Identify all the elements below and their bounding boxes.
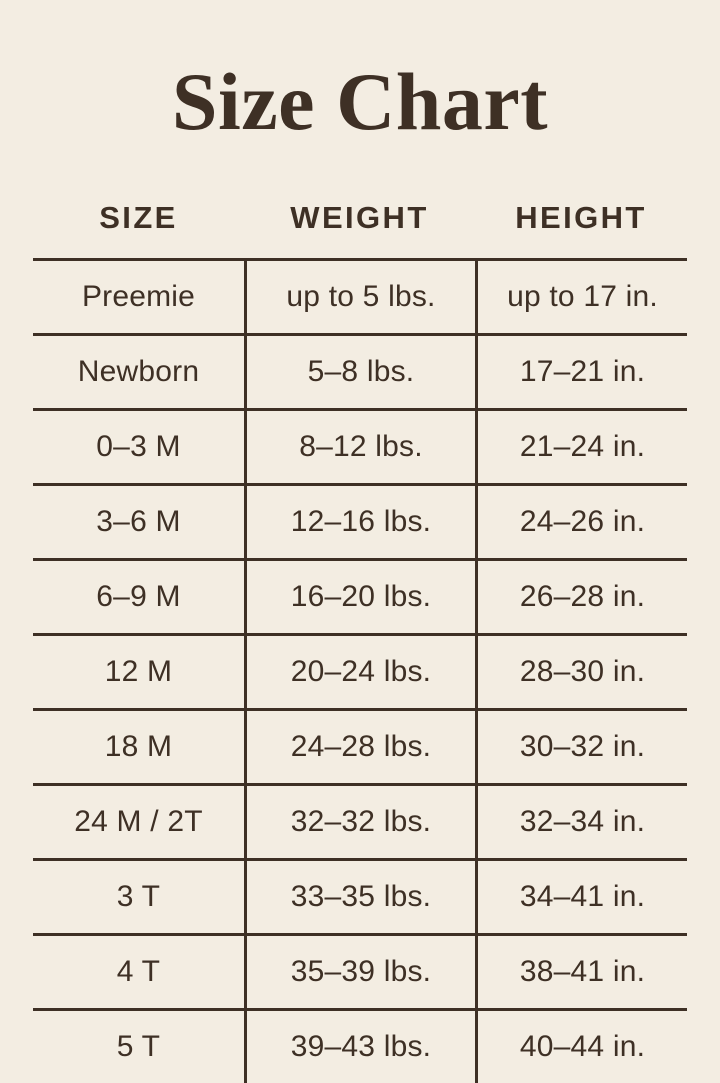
cell-height: up to 17 in.	[475, 261, 687, 333]
cell-size: 0–3 M	[96, 430, 181, 463]
column-divider-1	[244, 1015, 247, 1037]
table-row: Preemie up to 5 lbs. up to 17 in.	[33, 258, 687, 333]
cell-weight: 12–16 lbs.	[244, 486, 475, 558]
cell-size: 3 T	[116, 880, 161, 913]
cell-height: 32–34 in.	[475, 786, 687, 858]
cell-size: 6–9 M	[96, 580, 181, 613]
cell-height: 21–24 in.	[475, 411, 687, 483]
cell-height: 40–44 in.	[475, 1011, 687, 1083]
cell-weight: 39–43 lbs.	[244, 1011, 475, 1083]
column-divider-2	[475, 1015, 478, 1037]
column-divider-tails	[33, 1015, 687, 1037]
cell-weight: 32–32 lbs.	[244, 786, 475, 858]
cell-height: 24–26 in.	[475, 486, 687, 558]
column-header-height: HEIGHT	[515, 200, 647, 235]
table-row: 18 M 24–28 lbs. 30–32 in.	[33, 708, 687, 783]
cell-size: Newborn	[77, 355, 200, 388]
cell-size: 4 T	[116, 955, 161, 988]
cell-weight: 33–35 lbs.	[244, 861, 475, 933]
cell-weight: 35–39 lbs.	[244, 936, 475, 1008]
size-chart-table: SIZE WEIGHT HEIGHT Preemie up to 5 lbs. …	[33, 190, 687, 1083]
cell-height: 26–28 in.	[475, 561, 687, 633]
column-header-weight: WEIGHT	[290, 200, 429, 235]
table-row: 5 T 39–43 lbs. 40–44 in.	[33, 1008, 687, 1083]
cell-height: 34–41 in.	[475, 861, 687, 933]
cell-weight: 5–8 lbs.	[244, 336, 475, 408]
table-row: 3 T 33–35 lbs. 34–41 in.	[33, 858, 687, 933]
cell-height: 17–21 in.	[475, 336, 687, 408]
table-row: 4 T 35–39 lbs. 38–41 in.	[33, 933, 687, 1008]
cell-size: 3–6 M	[96, 505, 181, 538]
cell-weight: up to 5 lbs.	[244, 261, 475, 333]
page-title: Size Chart	[171, 56, 549, 147]
cell-weight: 24–28 lbs.	[244, 711, 475, 783]
cell-size: 18 M	[104, 730, 173, 763]
cell-size: Preemie	[81, 280, 196, 313]
table-row: 0–3 M 8–12 lbs. 21–24 in.	[33, 408, 687, 483]
cell-size: 24 M / 2T	[74, 805, 203, 838]
cell-weight: 16–20 lbs.	[244, 561, 475, 633]
cell-height: 38–41 in.	[475, 936, 687, 1008]
table-row: 12 M 20–24 lbs. 28–30 in.	[33, 633, 687, 708]
table-header-row: SIZE WEIGHT HEIGHT	[33, 190, 687, 258]
cell-height: 28–30 in.	[475, 636, 687, 708]
column-header-size: SIZE	[99, 200, 178, 235]
cell-weight: 8–12 lbs.	[244, 411, 475, 483]
cell-size: 5 T	[116, 1030, 161, 1063]
table-row: Newborn 5–8 lbs. 17–21 in.	[33, 333, 687, 408]
cell-weight: 20–24 lbs.	[244, 636, 475, 708]
table-row: 6–9 M 16–20 lbs. 26–28 in.	[33, 558, 687, 633]
cell-size: 12 M	[104, 655, 173, 688]
table-row: 24 M / 2T 32–32 lbs. 32–34 in.	[33, 783, 687, 858]
cell-height: 30–32 in.	[475, 711, 687, 783]
table-row: 3–6 M 12–16 lbs. 24–26 in.	[33, 483, 687, 558]
